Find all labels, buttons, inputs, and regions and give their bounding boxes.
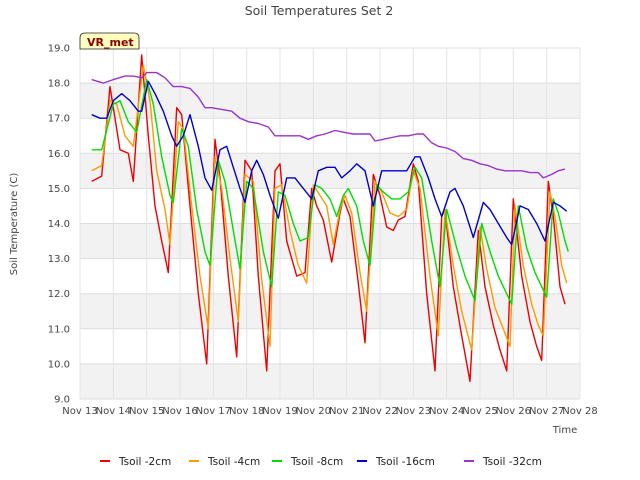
x-tick-label: Nov 27: [529, 406, 564, 417]
y-tick-label: 12.0: [48, 289, 70, 300]
station-badge-label: VR_met: [87, 36, 134, 49]
x-tick-label: Nov 26: [496, 406, 531, 417]
plot-band: [80, 293, 580, 329]
x-tick-label: Nov 20: [296, 406, 331, 417]
x-tick-label: Nov 18: [229, 406, 264, 417]
plot-band: [80, 48, 580, 84]
y-tick-label: 19.0: [48, 44, 70, 55]
legend-label-2: Tsoil -8cm: [290, 456, 343, 468]
y-tick-label: 14.0: [48, 219, 70, 230]
x-tick-label: Nov 14: [96, 406, 131, 417]
legend-label-0: Tsoil -2cm: [118, 456, 171, 468]
x-tick-label: Nov 15: [129, 406, 164, 417]
series-line-4: [91, 71, 566, 179]
y-tick-label: 13.0: [48, 254, 70, 265]
chart-legend: Tsoil -2cm Tsoil -4cm Tsoil -8cm Tsoil -16c…: [100, 456, 542, 468]
y-tick-label: 10.0: [48, 359, 70, 370]
y-tick-label: 15.0: [48, 184, 70, 195]
y-tick-label: 9.0: [54, 395, 70, 406]
plot-band: [80, 363, 580, 399]
plot-bands: [80, 48, 580, 399]
x-tick-label: Nov 13: [62, 406, 97, 417]
x-tick-label: Nov 16: [162, 406, 197, 417]
x-tick-label: Nov 25: [462, 406, 497, 417]
series-line-2: [91, 78, 569, 305]
x-tick-label: Nov 28: [562, 406, 597, 417]
x-tick-label: Nov 24: [429, 406, 464, 417]
legend-label-3: Tsoil -16cm: [375, 456, 435, 468]
y-tick-label: 16.0: [48, 149, 70, 160]
series-line-3: [91, 80, 568, 246]
y-tick-label: 17.0: [48, 114, 70, 125]
x-tick-label: Nov 17: [196, 406, 231, 417]
legend-label-1: Tsoil -4cm: [207, 456, 260, 468]
y-tick-label: 11.0: [48, 324, 70, 335]
y-tick-label: 18.0: [48, 79, 70, 90]
plot-band: [80, 188, 580, 224]
plot-band: [80, 153, 580, 189]
x-tick-label: Nov 22: [362, 406, 397, 417]
station-badge-box: [79, 32, 140, 50]
station-badge: VR_met: [79, 32, 140, 50]
plot-band: [80, 118, 580, 154]
y-axis-label: Soil Temperature (C): [9, 173, 20, 276]
gridlines: [79, 47, 581, 400]
x-axis-label: Time: [552, 425, 577, 436]
series-layer: [91, 54, 569, 383]
legend-label-4: Tsoil -32cm: [482, 456, 542, 468]
series-line-1: [91, 64, 568, 351]
x-tick-label: Nov 19: [262, 406, 297, 417]
x-tick-label: Nov 21: [329, 406, 364, 417]
x-tick-label: Nov 23: [396, 406, 431, 417]
plot-band: [80, 328, 580, 364]
y-axis-ticks: 9.0 10.0 11.0 12.0 13.0 14.0 15.0 16.0 17.0 18.0 1…: [48, 44, 70, 406]
plot-band: [80, 258, 580, 294]
chart-title: Soil Temperatures Set 2: [245, 3, 394, 18]
